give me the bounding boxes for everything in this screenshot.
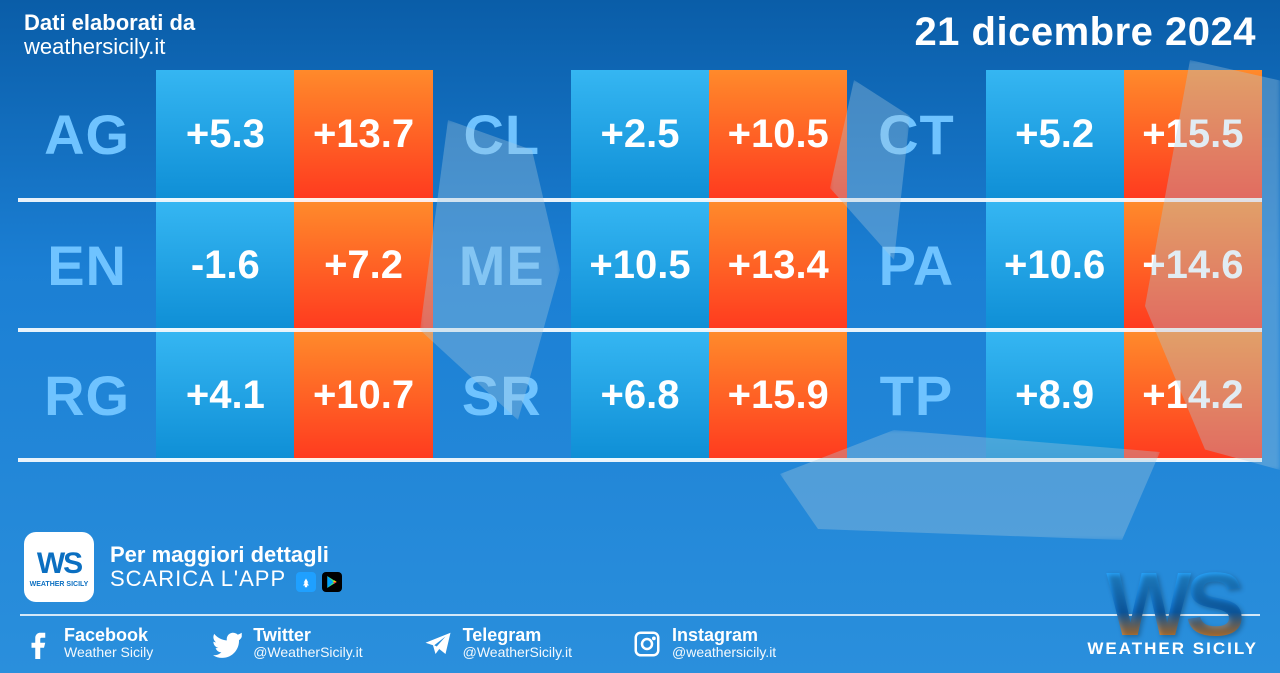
social-handle: Weather Sicily [64,644,153,661]
social-name: Twitter [253,626,362,644]
attribution-site: weathersicily.it [24,34,195,60]
store-icons [296,572,342,592]
weather-sicily-logo: WS WEATHER SICILY [1087,569,1258,659]
temp-max: +7.2 [294,200,432,330]
temp-min: +10.6 [986,200,1124,330]
temp-min: +4.1 [156,330,294,460]
app-promo: WS WEATHER SICILY Per maggiori dettagli … [20,526,1260,612]
temp-min: +10.5 [571,200,709,330]
footer-divider [20,614,1260,616]
appstore-icon [296,572,316,592]
social-telegram[interactable]: Telegram@WeatherSicily.it [423,626,572,661]
header: Dati elaborati da weathersicily.it 21 di… [0,0,1280,70]
social-name: Instagram [672,626,776,644]
social-name: Telegram [463,626,572,644]
app-promo-line1: Per maggiori dettagli [110,542,342,568]
telegram-icon [423,629,453,659]
logo-sub: WEATHER SICILY [1087,639,1258,659]
temp-max: +13.7 [294,70,432,200]
province-code: EN [18,200,156,330]
social-handle: @WeatherSicily.it [463,644,572,661]
social-twitter[interactable]: Twitter@WeatherSicily.it [213,626,362,661]
twitter-icon [213,629,243,659]
temperature-table: AG+5.3+13.7CL+2.5+10.5CT+5.2+15.5EN-1.6+… [0,70,1280,462]
social-instagram[interactable]: Instagram@weathersicily.it [632,626,776,661]
facebook-icon [24,629,54,659]
attribution-label: Dati elaborati da [24,10,195,36]
instagram-icon [632,629,662,659]
temp-max: +15.9 [709,330,847,460]
temp-min: +2.5 [571,70,709,200]
province-code: RG [18,330,156,460]
province-code: AG [18,70,156,200]
social-links: FacebookWeather SicilyTwitter@WeatherSic… [20,626,1260,661]
app-promo-text: Per maggiori dettagli SCARICA L'APP [110,542,342,592]
temp-min: +5.2 [986,70,1124,200]
temp-max: +10.5 [709,70,847,200]
date: 21 dicembre 2024 [914,10,1256,55]
app-promo-line2: SCARICA L'APP [110,566,286,592]
attribution: Dati elaborati da weathersicily.it [24,10,195,60]
temp-min: +5.3 [156,70,294,200]
social-handle: @WeatherSicily.it [253,644,362,661]
playstore-icon [322,572,342,592]
temp-max: +10.7 [294,330,432,460]
logo-ws: WS [1087,569,1258,641]
temp-max: +13.4 [709,200,847,330]
social-name: Facebook [64,626,153,644]
social-handle: @weathersicily.it [672,644,776,661]
social-facebook[interactable]: FacebookWeather Sicily [24,626,153,661]
temp-min: -1.6 [156,200,294,330]
temp-min: +6.8 [571,330,709,460]
ws-app-icon: WS WEATHER SICILY [24,532,94,602]
footer: WS WEATHER SICILY Per maggiori dettagli … [0,516,1280,673]
